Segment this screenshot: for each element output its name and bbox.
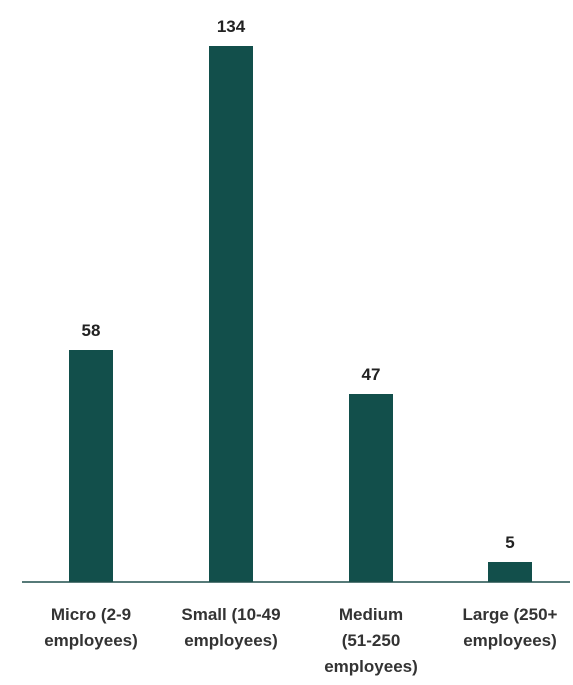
category-labels-layer: Micro (2-9 employees) Small (10-49 employee… [44,605,557,676]
category-label-line: employees) [44,631,138,650]
value-labels-layer: 58 134 47 5 [82,17,515,552]
category-label-3: Large (250+ employees) [463,605,558,650]
bar-1 [209,46,253,582]
data-label-3: 5 [505,533,514,552]
category-label-line: Large (250+ [463,605,558,624]
category-label-line: Medium [339,605,403,624]
category-label-line: (51-250 [342,631,401,650]
category-label-2: Medium (51-250 employees) [324,605,418,676]
category-label-0: Micro (2-9 employees) [44,605,138,650]
data-label-1: 134 [217,17,246,36]
bar-3 [488,562,532,582]
data-label-2: 47 [362,365,381,384]
category-label-line: employees) [324,657,418,676]
category-label-line: employees) [463,631,557,650]
bar-2 [349,394,393,582]
category-label-1: Small (10-49 employees) [181,605,280,650]
bars-layer [69,46,532,582]
bar-0 [69,350,113,582]
category-label-line: Small (10-49 [181,605,280,624]
category-label-line: Micro (2-9 [51,605,131,624]
category-label-line: employees) [184,631,278,650]
data-label-0: 58 [82,321,101,340]
